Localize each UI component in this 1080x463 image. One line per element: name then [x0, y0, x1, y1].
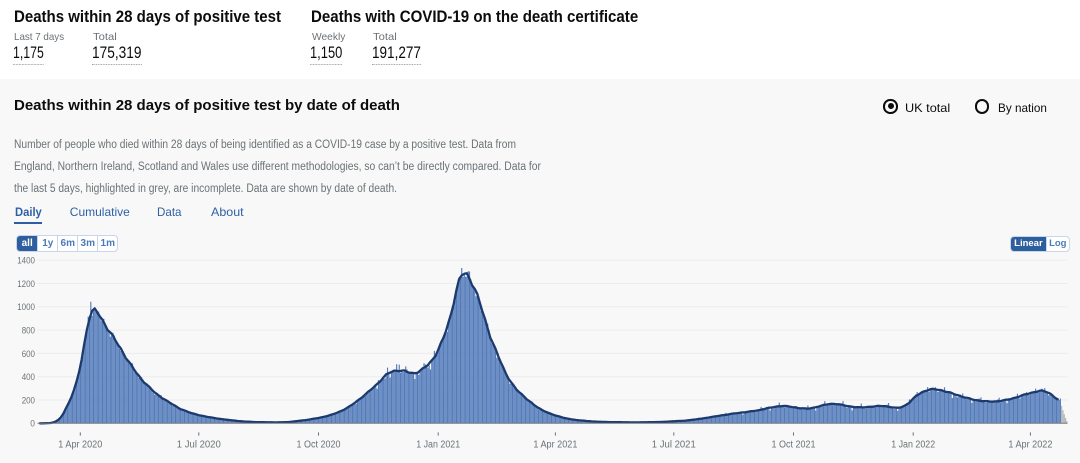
svg-text:1200: 1200 — [17, 279, 35, 290]
svg-text:1 Jul 2020: 1 Jul 2020 — [177, 439, 221, 450]
svg-text:1 Apr 2021: 1 Apr 2021 — [533, 439, 577, 450]
svg-text:0: 0 — [30, 419, 35, 430]
svg-text:1 Apr 2022: 1 Apr 2022 — [1008, 439, 1052, 450]
svg-text:1 Jul 2021: 1 Jul 2021 — [652, 439, 696, 450]
svg-text:1 Oct 2020: 1 Oct 2020 — [297, 439, 341, 450]
svg-text:600: 600 — [22, 349, 35, 360]
svg-text:1 Jan 2021: 1 Jan 2021 — [416, 439, 460, 450]
svg-text:1 Oct 2021: 1 Oct 2021 — [772, 439, 816, 450]
svg-text:200: 200 — [22, 395, 35, 406]
svg-text:1 Apr 2020: 1 Apr 2020 — [58, 439, 102, 450]
svg-text:800: 800 — [22, 326, 35, 337]
svg-text:1000: 1000 — [17, 302, 35, 313]
svg-text:1 Jan 2022: 1 Jan 2022 — [891, 439, 935, 450]
svg-text:1400: 1400 — [17, 256, 35, 267]
svg-text:400: 400 — [22, 372, 35, 383]
